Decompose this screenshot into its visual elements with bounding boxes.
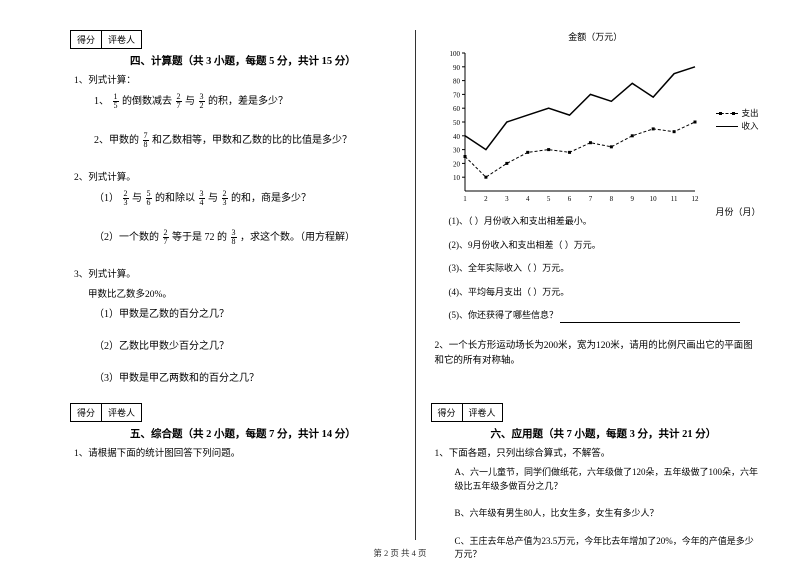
- q4-1-2: 2、甲数的 78 和乙数相等，甲数和乙数的比的比值是多少？: [94, 132, 400, 149]
- chart-title: 金额（万元）: [431, 30, 761, 43]
- legend-income: 收入: [716, 120, 758, 133]
- right-column: 金额（万元） 100908070605040302010123456789101…: [416, 30, 761, 540]
- q4-1-1: 1、 15 的倒数减去 27 与 32 的积，差是多少？: [94, 93, 400, 110]
- frac-1-5: 15: [113, 93, 119, 110]
- solid-line-icon: [716, 126, 738, 127]
- svg-text:4: 4: [525, 195, 529, 203]
- svg-text:11: 11: [670, 195, 677, 203]
- svg-text:100: 100: [449, 50, 460, 58]
- q4-2-2: （2）一个数的 27 等于是 72 的 38 ，求这个数。（用方程解）: [94, 229, 400, 246]
- svg-text:50: 50: [453, 119, 461, 127]
- x-axis-label: 月份（月）: [716, 205, 761, 218]
- grader-label: 评卷人: [102, 31, 141, 48]
- score-label-5: 得分: [71, 404, 102, 421]
- frac-3-2: 32: [199, 93, 205, 110]
- dash-line-icon: [716, 113, 738, 114]
- score-box-5: 得分 评卷人: [70, 403, 142, 422]
- q4-2-1: （1） 23 与 56 的和除以 34 与 23 的和，商是多少？: [94, 190, 400, 207]
- svg-text:40: 40: [453, 133, 461, 141]
- section-5-title: 五、综合题（共 2 小题，每题 7 分，共计 14 分）: [130, 426, 400, 441]
- svg-text:1: 1: [463, 195, 467, 203]
- chart-q2: (2)、9月份收入和支出相差（ ）万元。: [449, 239, 761, 253]
- svg-text:8: 8: [609, 195, 613, 203]
- chart-legend: 支出 收入: [716, 107, 758, 133]
- frac-3-8: 38: [231, 229, 237, 246]
- svg-text:30: 30: [453, 147, 461, 155]
- svg-text:60: 60: [453, 105, 461, 113]
- svg-text:10: 10: [649, 195, 657, 203]
- frac-3-4: 34: [199, 190, 205, 207]
- svg-text:9: 9: [630, 195, 634, 203]
- score-box-6: 得分 评卷人: [431, 403, 503, 422]
- chart-q5: (5)、你还获得了哪些信息？: [449, 309, 761, 323]
- svg-text:6: 6: [567, 195, 571, 203]
- svg-text:12: 12: [691, 195, 699, 203]
- score-label-6: 得分: [432, 404, 463, 421]
- chart-q4: (4)、平均每月支出（ ）万元。: [449, 286, 761, 300]
- frac-5-6: 56: [146, 190, 152, 207]
- q6-1: 1、下面各题，只列出综合算式，不解答。: [435, 447, 761, 462]
- q4-3-2: （2）乙数比甲数少百分之几？: [94, 339, 400, 355]
- frac-2-7: 27: [176, 93, 182, 110]
- q4-2: 2、列式计算。: [74, 171, 400, 186]
- page-footer: 第 2 页 共 4 页: [0, 547, 800, 559]
- answer-line: [560, 313, 740, 323]
- grader-label-6: 评卷人: [463, 404, 502, 421]
- legend-expense: 支出: [716, 107, 758, 120]
- svg-text:70: 70: [453, 91, 461, 99]
- frac-2-3a: 23: [123, 190, 129, 207]
- chart-svg: 100908070605040302010123456789101112: [439, 47, 699, 207]
- score-label: 得分: [71, 31, 102, 48]
- q4-1: 1、列式计算：: [74, 74, 400, 89]
- svg-text:90: 90: [453, 64, 461, 72]
- chart-q3: (3)、全年实际收入（ ）万元。: [449, 262, 761, 276]
- q6-A: A、六一儿童节，同学们做纸花，六年级做了120朵，五年级做了100朵，六年级比五…: [455, 466, 761, 493]
- svg-text:10: 10: [453, 174, 461, 182]
- frac-7-8: 78: [143, 132, 149, 149]
- left-column: 得分 评卷人 四、计算题（共 3 小题，每题 5 分，共计 15 分） 1、列式…: [70, 30, 416, 540]
- q4-3-1: （1）甲数是乙数的百分之几？: [94, 307, 400, 323]
- chart-q1: (1)、（ ）月份收入和支出相差最小。: [449, 215, 761, 229]
- svg-text:7: 7: [588, 195, 592, 203]
- svg-text:80: 80: [453, 78, 461, 86]
- svg-text:20: 20: [453, 160, 461, 168]
- line-chart: 100908070605040302010123456789101112 支出 …: [439, 47, 699, 207]
- q4-3: 3、列式计算。: [74, 268, 400, 283]
- page-container: 得分 评卷人 四、计算题（共 3 小题，每题 5 分，共计 15 分） 1、列式…: [0, 0, 800, 540]
- q4-3-desc: 甲数比乙数多20%。: [88, 288, 400, 303]
- svg-text:5: 5: [546, 195, 550, 203]
- section-4-title: 四、计算题（共 3 小题，每题 5 分，共计 15 分）: [130, 53, 400, 68]
- svg-text:2: 2: [484, 195, 488, 203]
- section-6-title: 六、应用题（共 7 小题，每题 3 分，共计 21 分）: [491, 426, 761, 441]
- frac-2-3b: 23: [222, 190, 228, 207]
- q4-3-3: （3）甲数是甲乙两数和的百分之几？: [94, 371, 400, 387]
- svg-text:3: 3: [505, 195, 509, 203]
- frac-2-7b: 27: [163, 229, 169, 246]
- q5-1: 1、请根据下面的统计图回答下列问题。: [74, 447, 400, 462]
- score-box: 得分 评卷人: [70, 30, 142, 49]
- q5-2: 2、一个长方形运动场长为200米，宽为120米，请用的比例尺画出它的平面图和它的…: [435, 339, 761, 369]
- grader-label-5: 评卷人: [102, 404, 141, 421]
- q6-B: B、六年级有男生80人，比女生多，女生有多少人？: [455, 507, 761, 521]
